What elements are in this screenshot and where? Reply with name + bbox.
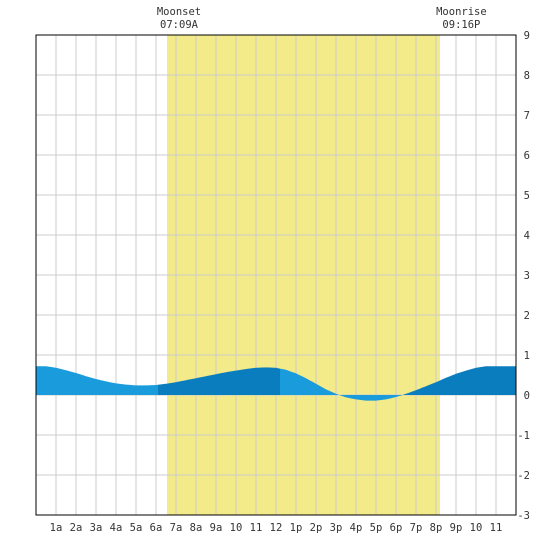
x-tick-label: 9a xyxy=(210,522,223,534)
x-tick-label: 1p xyxy=(290,522,303,534)
moon-event-time: 07:09A xyxy=(160,19,199,31)
x-tick-label: 8a xyxy=(190,522,203,534)
y-tick-label: 4 xyxy=(524,230,530,242)
grid-layer xyxy=(36,35,516,515)
x-tick-label: 2p xyxy=(310,522,323,534)
x-tick-label: 10 xyxy=(230,522,243,534)
plot-border xyxy=(35,34,517,516)
x-axis-tick-labels: 1a 2a 3a 4a 5a 6a 7a 8a 9a 10 11 12 1p 2p 3p 4p 5p 6p 7p 8p… xyxy=(50,522,503,534)
x-tick-label: 12 xyxy=(270,522,283,534)
x-tick-label: 11 xyxy=(490,522,503,534)
y-tick-label: 5 xyxy=(524,190,530,202)
y-tick-label: 9 xyxy=(524,30,530,42)
x-tick-label: 4p xyxy=(350,522,363,534)
y-tick-label: -2 xyxy=(517,470,530,482)
moon-event-name: Moonrise xyxy=(436,6,487,18)
moon-event-name: Moonset xyxy=(157,6,201,18)
x-tick-label: 10 xyxy=(470,522,483,534)
x-tick-label: 1a xyxy=(50,522,63,534)
y-tick-label: 3 xyxy=(524,270,530,282)
y-tick-label: 6 xyxy=(524,150,530,162)
y-tick-label: 7 xyxy=(524,110,530,122)
x-tick-label: 5a xyxy=(130,522,143,534)
y-axis-tick-labels: 9 8 7 6 5 4 3 2 1 0 -1 -2 -3 xyxy=(517,30,530,522)
x-tick-label: 3a xyxy=(90,522,103,534)
x-tick-label: 11 xyxy=(250,522,263,534)
x-tick-label: 5p xyxy=(370,522,383,534)
tide-area-segment xyxy=(36,366,158,395)
y-tick-label: 1 xyxy=(524,350,530,362)
y-tick-label: 0 xyxy=(524,390,530,402)
y-tick-label: 2 xyxy=(524,310,530,322)
x-tick-label: 2a xyxy=(70,522,83,534)
y-tick-label: 8 xyxy=(524,70,530,82)
x-tick-label: 8p xyxy=(430,522,443,534)
x-tick-label: 9p xyxy=(450,522,463,534)
y-tick-label: -3 xyxy=(517,510,530,522)
tide-area-segment xyxy=(400,366,516,396)
x-tick-label: 3p xyxy=(330,522,343,534)
x-tick-label: 6p xyxy=(390,522,403,534)
y-tick-label: -1 xyxy=(517,430,530,442)
tide-area-layer xyxy=(36,366,516,401)
moon-event-time: 09:16P xyxy=(442,19,480,31)
x-tick-label: 7a xyxy=(170,522,183,534)
tide-area-segment xyxy=(158,367,280,395)
tide-area-segment xyxy=(280,368,400,401)
x-tick-label: 7p xyxy=(410,522,423,534)
x-tick-label: 6a xyxy=(150,522,163,534)
x-tick-label: 4a xyxy=(110,522,123,534)
